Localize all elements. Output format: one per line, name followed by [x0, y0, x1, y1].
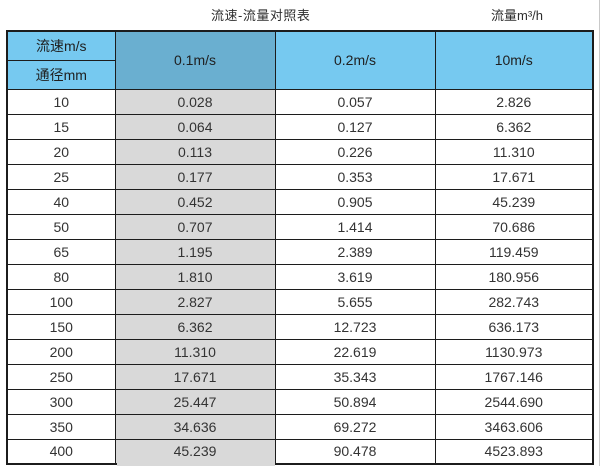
- table-row: 400 45.239 90.478 4523.893: [6, 438, 594, 465]
- value-cell: 1.195: [114, 238, 276, 265]
- value-cell: 3463.606: [434, 413, 594, 440]
- diameter-cell: 10: [6, 88, 116, 115]
- table-row: 100 2.827 5.655 282.743: [6, 288, 594, 315]
- header-row-velocity: 流速m/s 0.1m/s 0.2m/s 10m/s: [6, 30, 594, 90]
- value-cell: 17.671: [114, 363, 276, 390]
- value-cell: 35.343: [274, 363, 436, 390]
- caption-row: 流速-流量对照表 流量m³/h: [0, 0, 600, 30]
- value-cell: 4523.893: [434, 438, 594, 465]
- value-cell: 45.239: [114, 438, 276, 465]
- diameter-cell: 15: [6, 113, 116, 140]
- value-cell: 11.310: [434, 138, 594, 165]
- value-cell: 282.743: [434, 288, 594, 315]
- table-row: 350 34.636 69.272 3463.606: [6, 413, 594, 440]
- value-cell: 25.447: [114, 388, 276, 415]
- diameter-cell: 20: [6, 138, 116, 165]
- value-cell: 11.310: [114, 338, 276, 365]
- velocity-header-cell: 流速m/s: [6, 30, 116, 61]
- table-row: 300 25.447 50.894 2544.690: [6, 388, 594, 415]
- gray-column-bleed: [117, 462, 275, 466]
- table-row: 80 1.810 3.619 180.956: [6, 263, 594, 290]
- diameter-cell: 350: [6, 413, 116, 440]
- table-row: 40 0.452 0.905 45.239: [6, 188, 594, 215]
- table-row: 25 0.177 0.353 17.671: [6, 163, 594, 190]
- value-cell: 0.127: [274, 113, 436, 140]
- value-cell: 0.226: [274, 138, 436, 165]
- value-cell: 70.686: [434, 213, 594, 240]
- table-title: 流速-流量对照表: [211, 8, 311, 23]
- value-cell: 0.452: [114, 188, 276, 215]
- value-cell: 22.619: [274, 338, 436, 365]
- value-cell: 0.353: [274, 163, 436, 190]
- value-cell: 45.239: [434, 188, 594, 215]
- diameter-cell: 250: [6, 363, 116, 390]
- value-cell: 0.057: [274, 88, 436, 115]
- value-cell: 3.619: [274, 263, 436, 290]
- table-row: 150 6.362 12.723 636.173: [6, 313, 594, 340]
- value-cell: 2544.690: [434, 388, 594, 415]
- value-cell: 5.655: [274, 288, 436, 315]
- table-body: 10 0.028 0.057 2.826 15 0.064 0.127 6.362 20 0.11…: [6, 88, 594, 465]
- table-row: 200 11.310 22.619 1130.973: [6, 338, 594, 365]
- value-cell: 50.894: [274, 388, 436, 415]
- flow-unit-label: 流量m³/h: [491, 8, 544, 23]
- value-cell: 0.064: [114, 113, 276, 140]
- value-cell: 17.671: [434, 163, 594, 190]
- value-cell: 0.113: [114, 138, 276, 165]
- column-header-0-2ms: 0.2m/s: [274, 30, 436, 90]
- column-header-0-1ms: 0.1m/s: [114, 30, 276, 90]
- value-cell: 6.362: [434, 113, 594, 140]
- value-cell: 2.826: [434, 88, 594, 115]
- table-row: 250 17.671 35.343 1767.146: [6, 363, 594, 390]
- value-cell: 0.177: [114, 163, 276, 190]
- value-cell: 119.459: [434, 238, 594, 265]
- table-row: 65 1.195 2.389 119.459: [6, 238, 594, 265]
- value-cell: 90.478: [274, 438, 436, 465]
- diameter-cell: 65: [6, 238, 116, 265]
- diameter-cell: 150: [6, 313, 116, 340]
- table-row: 20 0.113 0.226 11.310: [6, 138, 594, 165]
- value-cell: 6.362: [114, 313, 276, 340]
- diameter-cell: 50: [6, 213, 116, 240]
- value-cell: 180.956: [434, 263, 594, 290]
- value-cell: 0.028: [114, 88, 276, 115]
- column-header-10ms: 10m/s: [434, 30, 594, 90]
- diameter-cell: 80: [6, 263, 116, 290]
- diameter-cell: 200: [6, 338, 116, 365]
- table-header: 流速m/s 0.1m/s 0.2m/s 10m/s 通径mm: [6, 30, 594, 90]
- value-cell: 0.905: [274, 188, 436, 215]
- value-cell: 2.389: [274, 238, 436, 265]
- value-cell: 12.723: [274, 313, 436, 340]
- value-cell: 1130.973: [434, 338, 594, 365]
- diameter-cell: 40: [6, 188, 116, 215]
- value-cell: 1.414: [274, 213, 436, 240]
- value-cell: 34.636: [114, 413, 276, 440]
- value-cell: 2.827: [114, 288, 276, 315]
- value-cell: 636.173: [434, 313, 594, 340]
- diameter-header-cell: 通径mm: [6, 59, 116, 90]
- diameter-cell: 300: [6, 388, 116, 415]
- diameter-cell: 25: [6, 163, 116, 190]
- diameter-cell: 400: [6, 438, 116, 465]
- value-cell: 69.272: [274, 413, 436, 440]
- value-cell: 0.707: [114, 213, 276, 240]
- value-cell: 1767.146: [434, 363, 594, 390]
- value-cell: 1.810: [114, 263, 276, 290]
- flow-rate-table: 流速m/s 0.1m/s 0.2m/s 10m/s 通径mm 10 0.028 0.…: [6, 30, 594, 465]
- diameter-cell: 100: [6, 288, 116, 315]
- table-row: 50 0.707 1.414 70.686: [6, 213, 594, 240]
- header-row-diameter: 通径mm: [6, 59, 593, 90]
- table-row: 15 0.064 0.127 6.362: [6, 113, 594, 140]
- table-row: 10 0.028 0.057 2.826: [6, 88, 594, 115]
